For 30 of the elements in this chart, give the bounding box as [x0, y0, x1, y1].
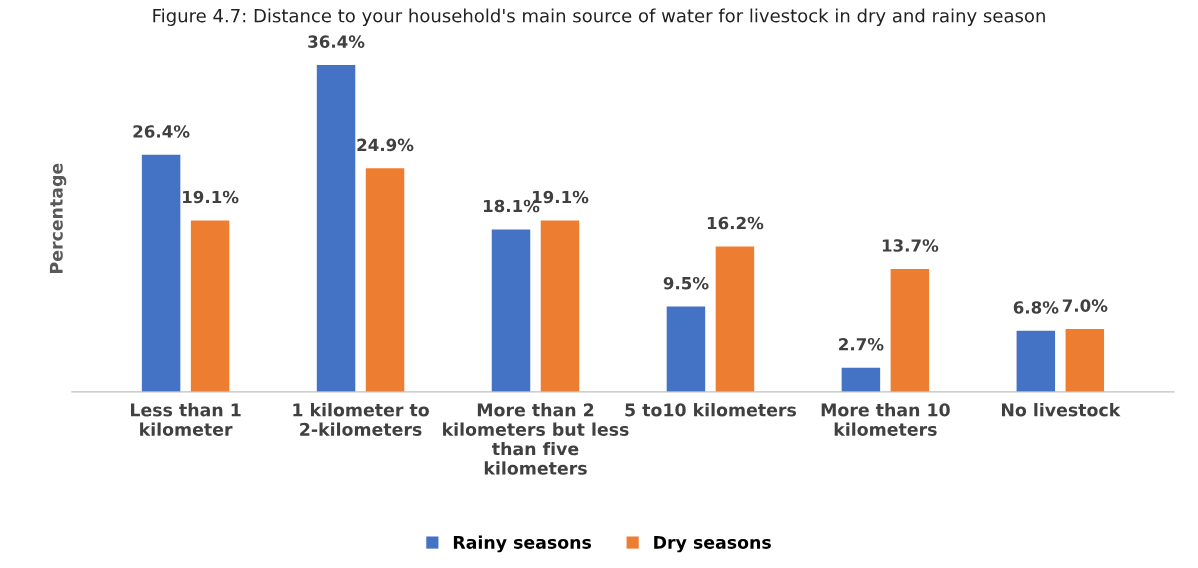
- x-tick-label: Less than 1 kilometer: [130, 403, 241, 436]
- chart-title: Figure 4.7: Distance to your household's main source of water for livestock in dry and rainy season: [153, 8, 1045, 26]
- bar: [1016, 330, 1056, 392]
- data-label: 24.9%: [357, 138, 414, 152]
- bar: [190, 220, 230, 392]
- y-axis-title: Percentage: [49, 163, 67, 273]
- legend-label: Rainy seasons: [453, 535, 592, 553]
- bar: [491, 229, 531, 392]
- data-label: 9.5%: [663, 276, 709, 290]
- x-tick-label: More than 10 kilometers: [821, 403, 950, 436]
- bar: [316, 65, 356, 392]
- bar: [540, 220, 580, 392]
- data-label: 13.7%: [882, 239, 939, 252]
- bar: [141, 154, 181, 392]
- x-tick-label: No livestock: [1001, 403, 1121, 417]
- data-label: 6.8%: [1013, 301, 1059, 314]
- data-label: 7.0%: [1062, 299, 1108, 312]
- x-tick-label: 1 kilometer to 2-kilometers: [293, 403, 429, 436]
- data-label: 26.4%: [133, 125, 190, 138]
- data-label: 36.4%: [308, 35, 365, 48]
- data-label: 19.1%: [183, 190, 239, 204]
- bar: [890, 268, 930, 392]
- bar: [1065, 329, 1105, 392]
- bar: [715, 246, 755, 392]
- bar: [365, 168, 405, 392]
- bar: [666, 306, 706, 392]
- data-label: 2.7%: [839, 337, 884, 351]
- legend-label: Dry seasons: [654, 535, 771, 553]
- bar: [841, 367, 881, 392]
- data-label: 16.2%: [707, 216, 764, 230]
